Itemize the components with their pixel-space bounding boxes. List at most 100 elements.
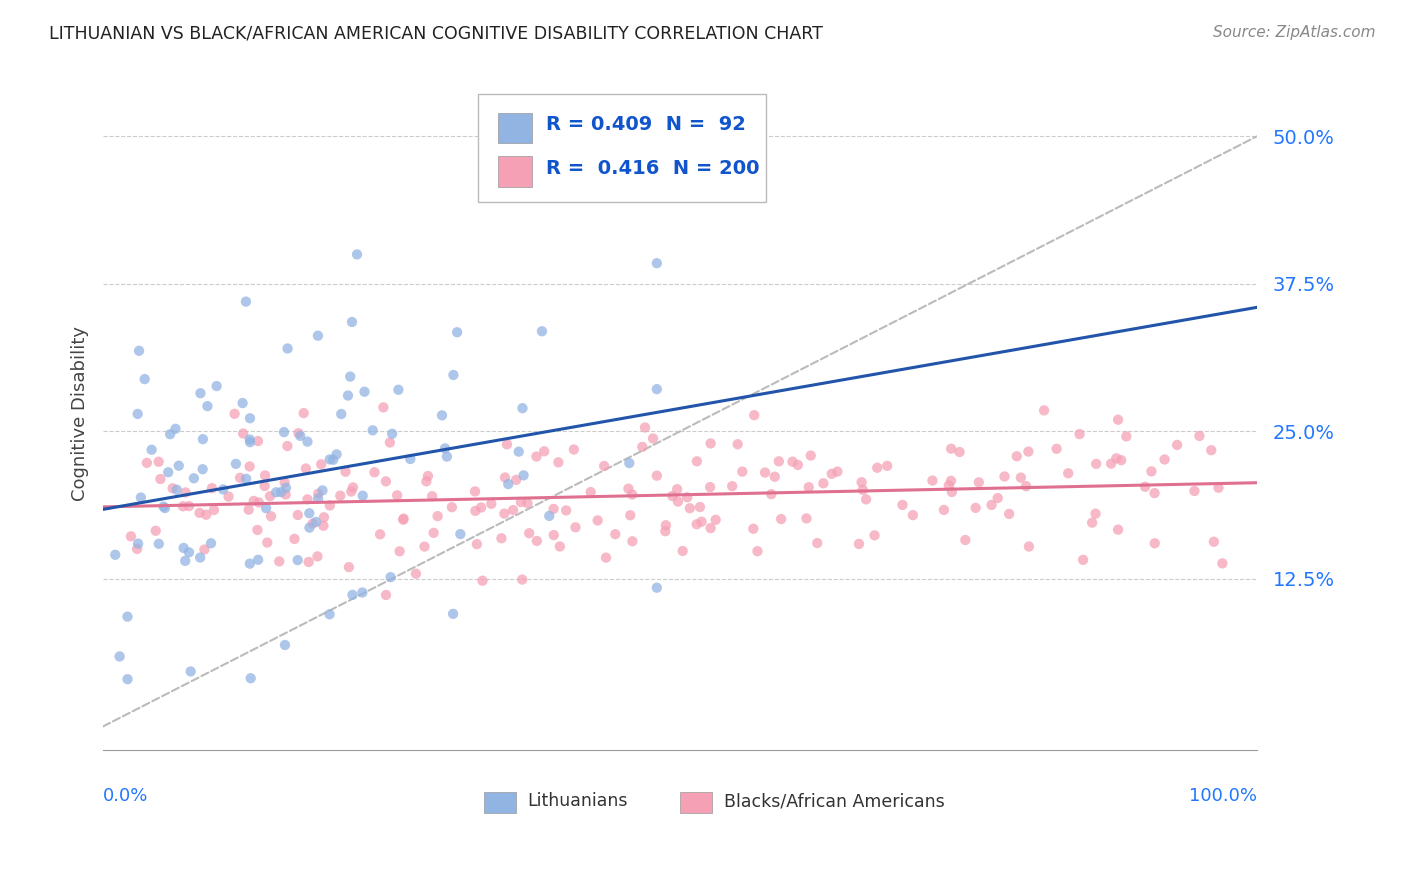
Point	[392, 511, 415, 525]
Point	[225, 457, 247, 471]
Point	[274, 487, 297, 501]
Point	[852, 483, 875, 497]
Point	[235, 472, 257, 486]
Point	[1166, 438, 1188, 452]
Text: R =  0.416  N = 200: R = 0.416 N = 200	[546, 159, 759, 178]
Point	[821, 467, 844, 481]
Point	[754, 466, 776, 480]
Point	[555, 503, 578, 517]
Point	[239, 671, 262, 685]
Point	[141, 442, 163, 457]
Point	[232, 426, 254, 441]
Point	[380, 570, 402, 584]
Point	[1081, 516, 1104, 530]
Point	[621, 487, 644, 501]
Point	[145, 524, 167, 538]
Point	[335, 465, 357, 479]
Point	[254, 468, 277, 483]
Point	[543, 502, 565, 516]
Point	[337, 388, 360, 402]
Point	[346, 247, 368, 261]
Point	[166, 483, 188, 497]
Point	[253, 479, 276, 493]
Point	[645, 256, 668, 270]
Point	[259, 489, 281, 503]
Point	[562, 442, 585, 457]
Point	[797, 480, 820, 494]
Point	[270, 485, 292, 500]
Point	[117, 672, 139, 686]
Point	[273, 475, 295, 490]
Point	[672, 544, 695, 558]
Point	[980, 498, 1002, 512]
Point	[191, 462, 214, 476]
Text: 100.0%: 100.0%	[1188, 787, 1257, 805]
Point	[526, 450, 548, 464]
Point	[322, 452, 344, 467]
Point	[319, 499, 342, 513]
Point	[416, 469, 439, 483]
Point	[290, 429, 312, 443]
Point	[949, 445, 972, 459]
Point	[938, 478, 960, 492]
Point	[1015, 479, 1038, 493]
Point	[312, 518, 335, 533]
Point	[276, 439, 298, 453]
FancyBboxPatch shape	[498, 156, 533, 186]
Point	[177, 499, 200, 513]
Point	[533, 444, 555, 458]
FancyBboxPatch shape	[484, 792, 516, 814]
Point	[385, 488, 408, 502]
Point	[426, 509, 449, 524]
Point	[686, 454, 709, 468]
Point	[866, 460, 889, 475]
Point	[547, 455, 569, 469]
Point	[1085, 457, 1108, 471]
Point	[1018, 540, 1040, 554]
Point	[848, 537, 870, 551]
Point	[806, 536, 828, 550]
Point	[512, 401, 534, 416]
Text: Lithuanians: Lithuanians	[527, 792, 628, 810]
Point	[159, 427, 181, 442]
Point	[530, 324, 553, 338]
Point	[742, 522, 765, 536]
Point	[352, 585, 374, 599]
Point	[526, 533, 548, 548]
Point	[202, 503, 225, 517]
Y-axis label: Cognitive Disability: Cognitive Disability	[72, 326, 89, 501]
Point	[645, 581, 668, 595]
Point	[464, 484, 486, 499]
Point	[218, 490, 240, 504]
Point	[337, 560, 360, 574]
Point	[666, 494, 689, 508]
Point	[1017, 444, 1039, 458]
Point	[1069, 427, 1091, 442]
Point	[517, 526, 540, 541]
Point	[1153, 452, 1175, 467]
Point	[617, 482, 640, 496]
Point	[312, 510, 335, 524]
Point	[731, 465, 754, 479]
Point	[413, 540, 436, 554]
Point	[747, 544, 769, 558]
FancyBboxPatch shape	[498, 112, 533, 143]
Point	[470, 500, 492, 515]
Point	[340, 484, 363, 499]
Point	[770, 512, 793, 526]
Point	[645, 468, 668, 483]
Point	[443, 368, 465, 382]
Point	[239, 433, 262, 447]
Point	[307, 328, 329, 343]
Point	[307, 487, 329, 501]
Point	[1208, 481, 1230, 495]
Point	[247, 553, 270, 567]
Point	[273, 425, 295, 439]
Point	[1199, 443, 1222, 458]
Point	[654, 524, 676, 539]
Point	[325, 447, 347, 461]
Point	[505, 473, 527, 487]
Point	[247, 495, 270, 509]
Point	[679, 501, 702, 516]
Point	[742, 408, 765, 422]
